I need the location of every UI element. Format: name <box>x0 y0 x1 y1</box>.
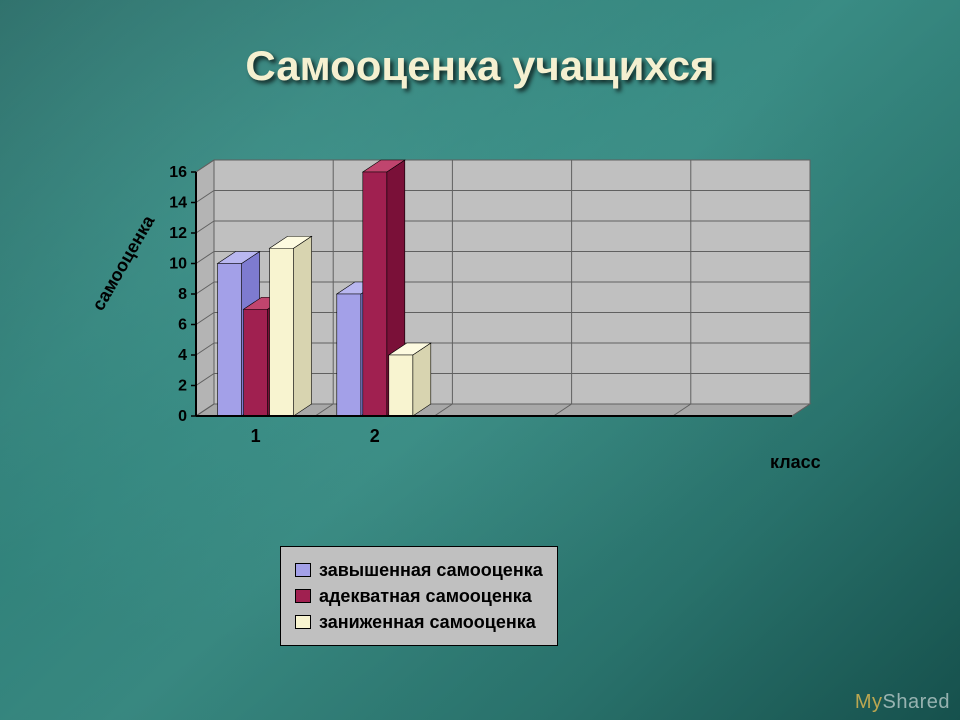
svg-text:16: 16 <box>169 164 187 181</box>
svg-text:8: 8 <box>178 286 187 303</box>
slide-title: Самооценка учащихся <box>0 42 960 90</box>
chart-container: 024681012141612 <box>140 150 820 460</box>
svg-text:1: 1 <box>251 426 261 446</box>
legend-swatch <box>295 615 311 629</box>
svg-text:12: 12 <box>169 225 187 242</box>
legend-label: заниженная самооценка <box>319 609 536 635</box>
svg-text:14: 14 <box>169 195 187 212</box>
legend-label: завышенная самооценка <box>319 557 543 583</box>
watermark: MyShared <box>855 691 950 714</box>
legend-item: адекватная самооценка <box>295 583 543 609</box>
legend-item: завышенная самооценка <box>295 557 543 583</box>
svg-text:0: 0 <box>178 408 187 425</box>
legend-swatch <box>295 589 311 603</box>
bar-chart-3d: 024681012141612 <box>140 150 820 460</box>
svg-text:6: 6 <box>178 317 187 334</box>
legend-swatch <box>295 563 311 577</box>
svg-text:2: 2 <box>178 378 187 395</box>
svg-text:10: 10 <box>169 256 187 273</box>
svg-text:2: 2 <box>370 426 380 446</box>
legend-item: заниженная самооценка <box>295 609 543 635</box>
svg-text:4: 4 <box>178 347 187 364</box>
chart-legend: завышенная самооценкаадекватная самооцен… <box>280 546 558 646</box>
legend-label: адекватная самооценка <box>319 583 532 609</box>
chart-x-axis-label: класс <box>770 452 821 473</box>
